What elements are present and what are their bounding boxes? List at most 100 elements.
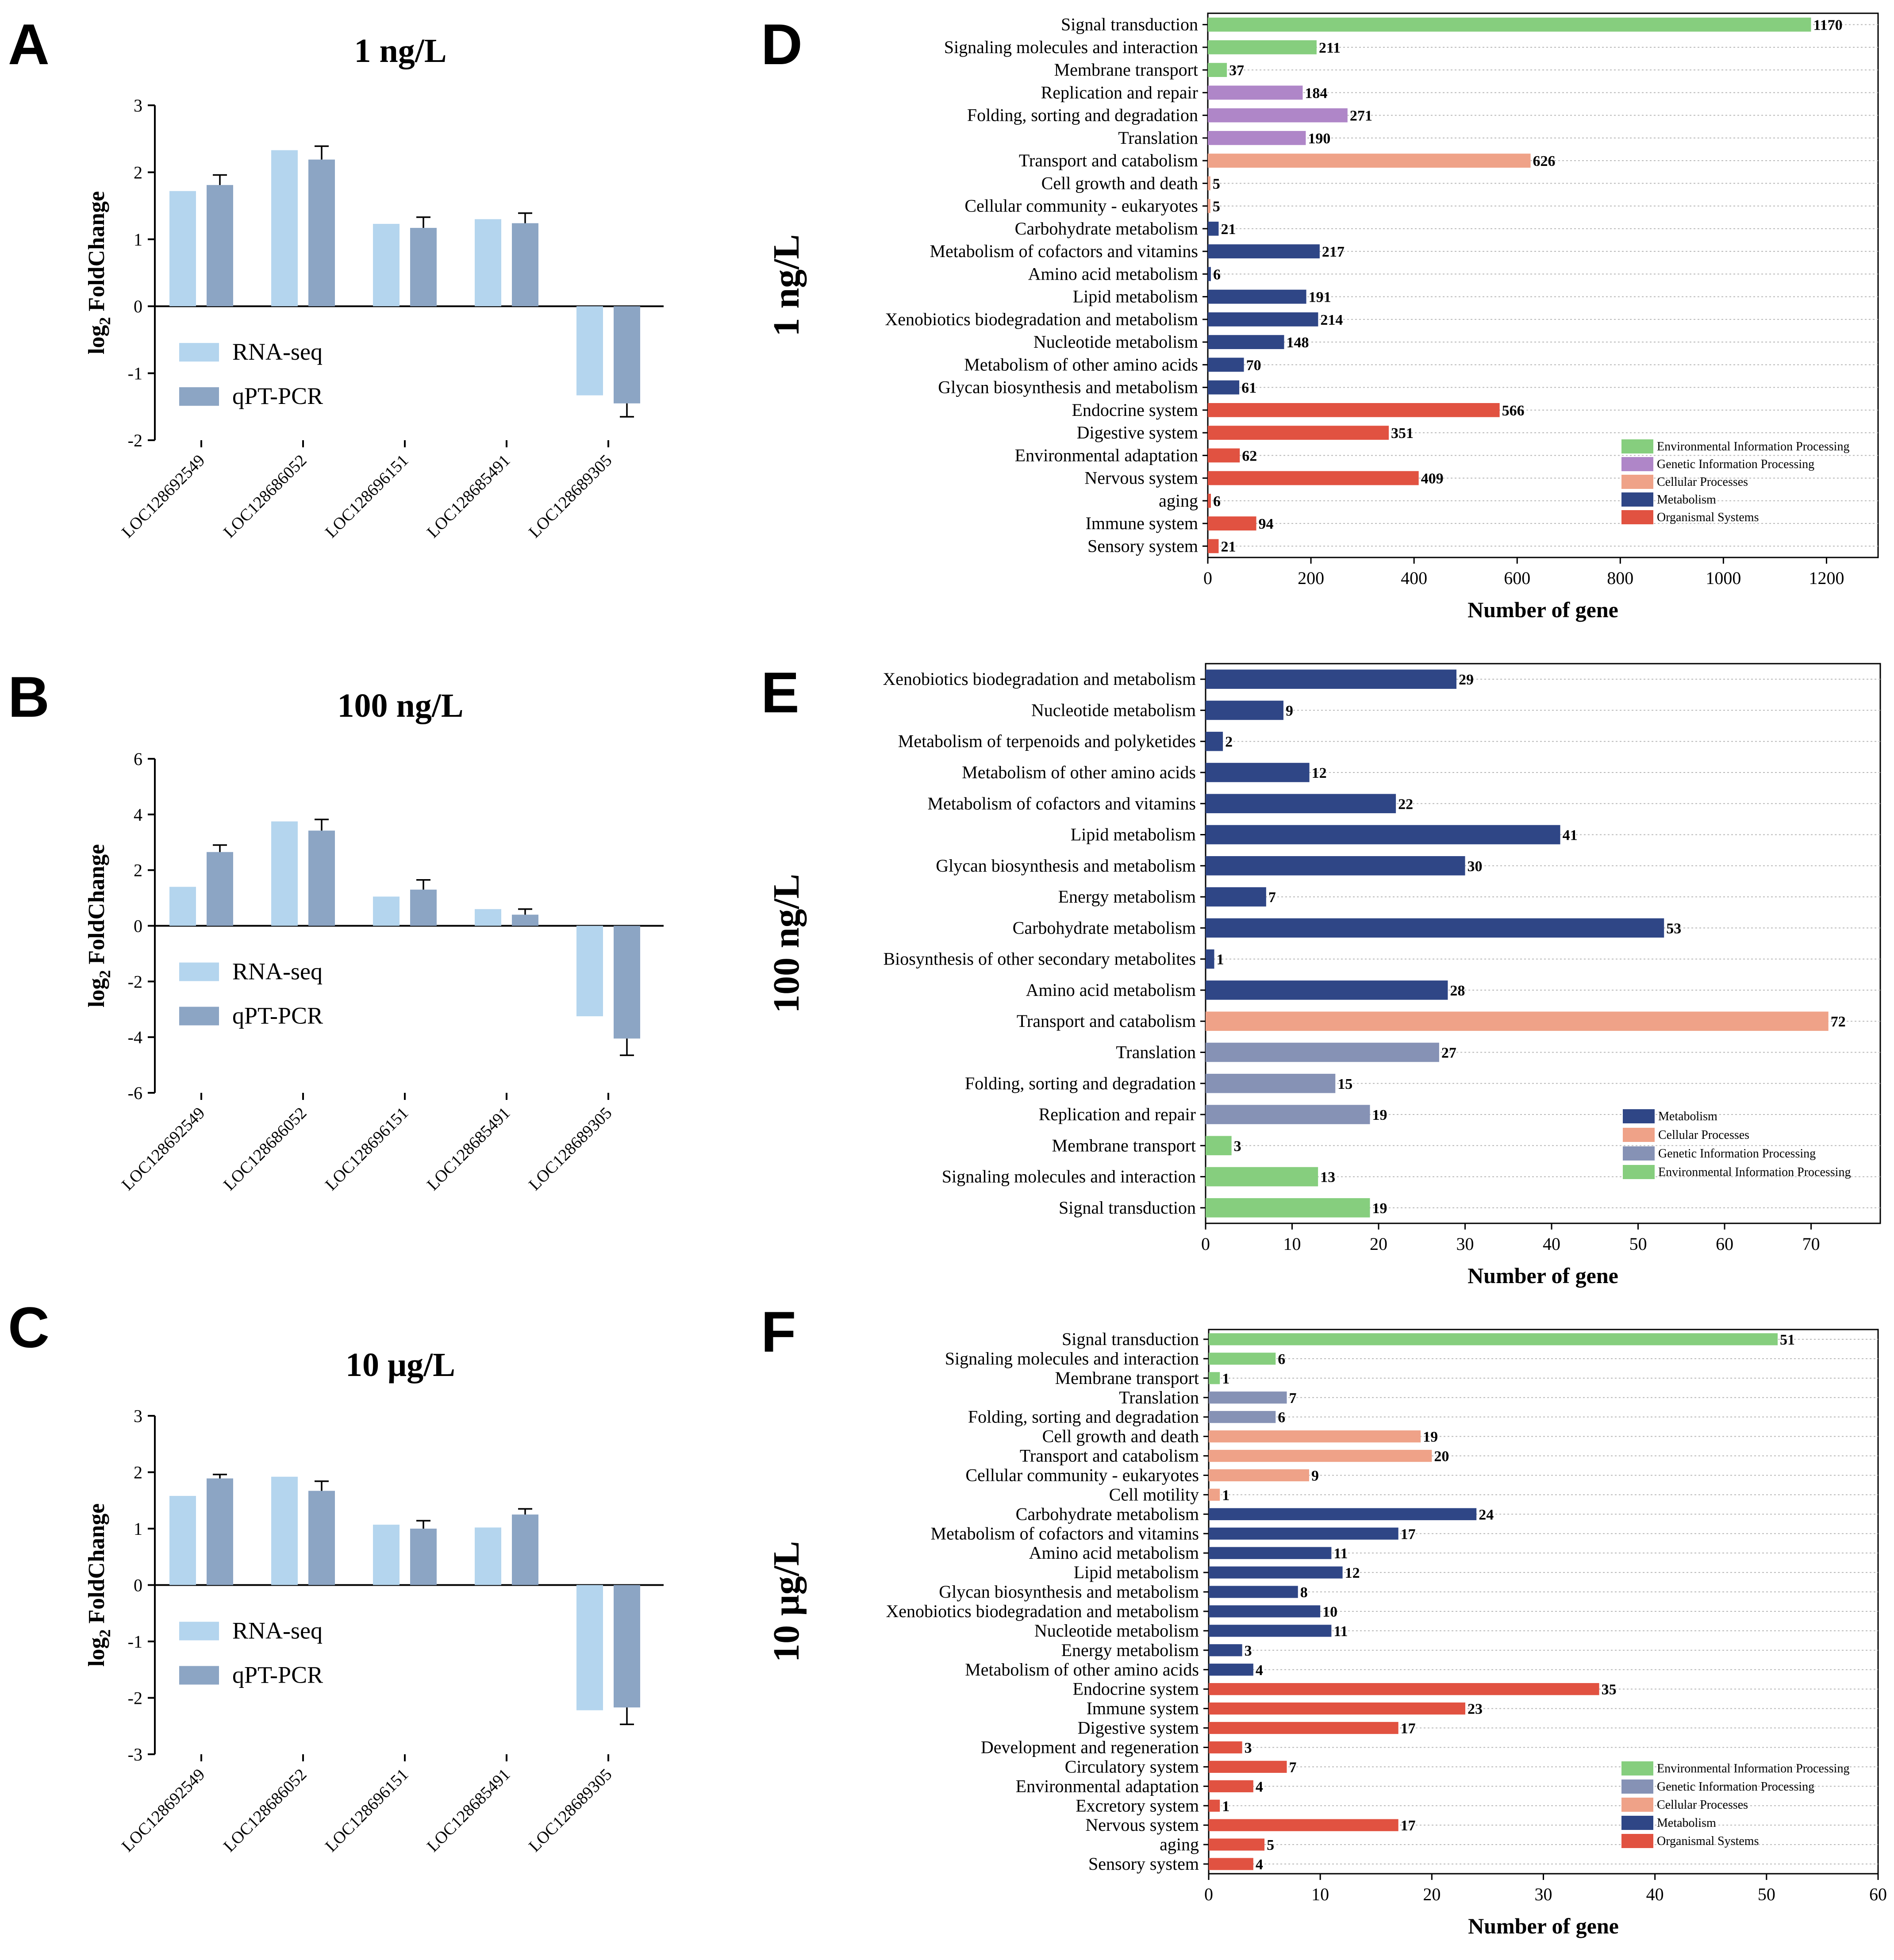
x-tick-label: LOC128696151 bbox=[322, 1765, 412, 1856]
bar-qpcr bbox=[614, 306, 640, 404]
bar-rnaseq bbox=[373, 223, 400, 307]
value-label: 6 bbox=[1213, 266, 1221, 283]
bar bbox=[1206, 1011, 1829, 1031]
category-label: aging bbox=[1159, 491, 1198, 511]
bar bbox=[1209, 1508, 1477, 1520]
x-tick-label: 60 bbox=[1716, 1234, 1733, 1254]
x-tick-label: LOC128692549 bbox=[118, 451, 208, 542]
category-label: Lipid metabolism bbox=[1074, 1562, 1199, 1582]
legend-label: Genetic Information Processing bbox=[1658, 1147, 1816, 1161]
category-label: Transport and catabolism bbox=[1020, 1446, 1199, 1466]
bar bbox=[1208, 40, 1317, 54]
panel-letter: F bbox=[761, 1299, 796, 1364]
bar-qpcr bbox=[512, 223, 538, 307]
value-label: 217 bbox=[1322, 244, 1345, 260]
legend-swatch bbox=[1621, 1779, 1653, 1794]
legend-swatch bbox=[1621, 1798, 1653, 1812]
category-label: Development and regeneration bbox=[981, 1737, 1199, 1757]
bar-qpcr bbox=[614, 926, 640, 1039]
y-tick-label: 2 bbox=[134, 861, 142, 880]
bar bbox=[1209, 1760, 1287, 1773]
x-tick-label: 30 bbox=[1535, 1884, 1552, 1904]
x-tick-label: LOC128696151 bbox=[322, 451, 412, 542]
value-label: 17 bbox=[1401, 1818, 1416, 1834]
category-label: Replication and repair bbox=[1041, 82, 1198, 102]
legend-label: RNA-seq bbox=[232, 958, 323, 985]
bar-rnaseq bbox=[169, 1496, 196, 1585]
bar-rnaseq bbox=[576, 926, 603, 1016]
value-label: 35 bbox=[1602, 1682, 1617, 1698]
category-label: Signal transduction bbox=[1062, 1329, 1199, 1349]
bar bbox=[1206, 887, 1266, 907]
value-label: 191 bbox=[1309, 289, 1331, 306]
legend-swatch bbox=[179, 343, 219, 362]
value-label: 1 bbox=[1222, 1798, 1229, 1814]
category-label: Membrane transport bbox=[1054, 60, 1198, 80]
category-label: Nucleotide metabolism bbox=[1033, 332, 1198, 352]
value-label: 70 bbox=[1246, 357, 1261, 373]
bar-rnaseq bbox=[271, 150, 298, 307]
x-tick-label: LOC128689305 bbox=[525, 1765, 615, 1856]
bar-qpcr bbox=[512, 915, 538, 926]
value-label: 21 bbox=[1221, 538, 1236, 555]
legend-label: Cellular Processes bbox=[1657, 475, 1748, 489]
legend-label: Metabolism bbox=[1658, 1110, 1717, 1123]
x-tick-label: 0 bbox=[1203, 568, 1212, 588]
value-label: 53 bbox=[1666, 920, 1681, 937]
value-label: 7 bbox=[1289, 1759, 1297, 1776]
y-tick-label: -3 bbox=[128, 1745, 142, 1764]
category-label: Metabolism of other amino acids bbox=[964, 354, 1198, 374]
value-label: 5 bbox=[1267, 1837, 1274, 1853]
legend-swatch bbox=[179, 1007, 219, 1026]
x-tick-label: 60 bbox=[1869, 1884, 1887, 1904]
value-label: 30 bbox=[1468, 858, 1483, 875]
category-label: Sensory system bbox=[1087, 536, 1198, 556]
y-tick-label: -6 bbox=[128, 1083, 142, 1103]
bar-qpcr bbox=[308, 159, 335, 307]
bar bbox=[1208, 539, 1219, 553]
x-tick-label: LOC128685491 bbox=[423, 1104, 514, 1194]
bar bbox=[1206, 669, 1456, 689]
value-label: 27 bbox=[1441, 1045, 1456, 1061]
category-label: Membrane transport bbox=[1052, 1135, 1196, 1155]
category-label: Sensory system bbox=[1088, 1854, 1199, 1874]
bar-qpcr bbox=[207, 1478, 233, 1585]
bar-rnaseq bbox=[373, 896, 400, 926]
category-label: Translation bbox=[1119, 1387, 1199, 1407]
legend-label: Environmental Information Processing bbox=[1657, 1762, 1849, 1776]
bar-qpcr bbox=[207, 185, 233, 307]
category-label: Immune system bbox=[1087, 1699, 1199, 1718]
bar bbox=[1208, 221, 1219, 236]
x-tick-label: 200 bbox=[1298, 568, 1324, 588]
legend-label: Cellular Processes bbox=[1658, 1128, 1749, 1142]
value-label: 11 bbox=[1333, 1545, 1348, 1562]
category-label: Glycan biosynthesis and metabolism bbox=[939, 1582, 1199, 1602]
category-label: Metabolism of other amino acids bbox=[962, 762, 1196, 782]
bar bbox=[1209, 1547, 1332, 1559]
x-tick-label: LOC128696151 bbox=[322, 1104, 412, 1194]
panel-letter: D bbox=[761, 12, 803, 77]
value-label: 37 bbox=[1229, 62, 1244, 79]
legend-label: qPT-PCR bbox=[232, 383, 323, 409]
x-tick-label: LOC128692549 bbox=[118, 1765, 208, 1856]
category-label: Amino acid metabolism bbox=[1028, 264, 1198, 284]
value-label: 10 bbox=[1322, 1604, 1337, 1620]
bar bbox=[1209, 1430, 1421, 1443]
bar-qpcr bbox=[308, 1491, 335, 1585]
legend-label: Environmental Information Processing bbox=[1657, 440, 1849, 453]
bar-rnaseq bbox=[576, 1585, 603, 1710]
value-label: 51 bbox=[1780, 1332, 1795, 1348]
bar bbox=[1208, 199, 1210, 213]
value-label: 24 bbox=[1479, 1507, 1494, 1523]
y-tick-label: 1 bbox=[134, 230, 142, 250]
category-label: Signaling molecules and interaction bbox=[942, 1167, 1196, 1187]
value-label: 19 bbox=[1423, 1429, 1438, 1445]
legend-swatch bbox=[1621, 475, 1653, 489]
value-label: 23 bbox=[1468, 1701, 1483, 1718]
category-label: Energy metabolism bbox=[1061, 1640, 1199, 1660]
bar bbox=[1208, 335, 1284, 350]
category-label: Amino acid metabolism bbox=[1026, 980, 1196, 1000]
bar bbox=[1208, 63, 1227, 77]
category-label: Digestive system bbox=[1077, 423, 1198, 442]
bar bbox=[1209, 1819, 1398, 1831]
